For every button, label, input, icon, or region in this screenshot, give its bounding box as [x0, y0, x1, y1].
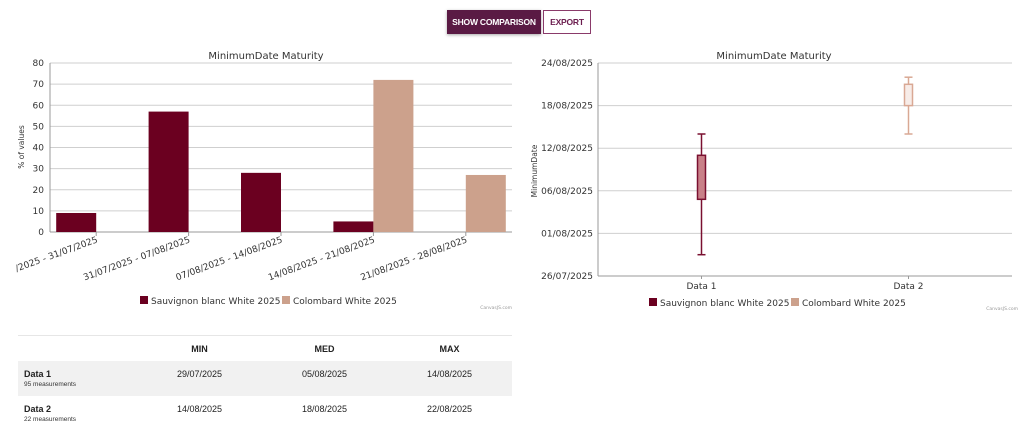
legend-label-series-1[interactable]: Sauvignon blanc White 2025 [660, 299, 789, 309]
y-tick-label: 20 [33, 186, 45, 196]
row-label: Data 2 22 measurements [18, 396, 137, 431]
legend-swatch-series-1 [140, 296, 148, 304]
boxplot-chart: MinimumDate Maturity MinimumDate 26/07/2… [520, 40, 1024, 320]
x-tick-label: Data 1 [686, 282, 716, 292]
table-header: MIN MED MAX [18, 335, 512, 361]
bar-series-1 [333, 221, 374, 232]
row-name: Data 1 [24, 369, 52, 379]
row-measurements: 22 measurements [24, 416, 77, 423]
y-tick-label: 70 [33, 80, 45, 90]
canvasjs-credit[interactable]: CanvasJS.com [986, 306, 1018, 312]
y-tick-label: 18/08/2025 [541, 102, 593, 112]
histogram-chart: MinimumDate Maturity % of values 0 10 20 30… [0, 40, 520, 320]
bar-series-2 [373, 79, 414, 233]
x-tick-label: 21/08/2025 - 28/08/2025 [359, 235, 468, 283]
bar-series-2 [465, 174, 506, 232]
y-tick-label: 30 [33, 165, 45, 175]
header-cell-min: MIN [191, 343, 208, 354]
cell-max: 22/08/2025 [426, 404, 473, 414]
bar-series-1 [148, 111, 189, 232]
export-button[interactable]: EXPORT [543, 10, 591, 34]
cell-min: 14/08/2025 [176, 404, 223, 414]
row-label: Data 1 95 measurements [18, 361, 137, 396]
y-tick-label: 50 [33, 122, 45, 132]
x-tick-label: Data 2 [893, 282, 923, 292]
legend-label-series-1[interactable]: Sauvignon blanc White 2025 [151, 297, 280, 307]
row-measurements: 95 measurements [24, 381, 77, 388]
cell-med: 05/08/2025 [301, 369, 348, 379]
cell-med: 18/08/2025 [301, 404, 348, 414]
y-tick-label: 0 [38, 228, 44, 238]
summary-table: MIN MED MAX Data 1 95 measurements 29/07… [18, 335, 512, 431]
x-tick-label: /2025 - 31/07/2025 [14, 235, 99, 274]
canvasjs-credit[interactable]: CanvasJS.com [480, 305, 512, 311]
row-name: Data 2 [24, 404, 52, 414]
y-tick-label: 01/08/2025 [541, 229, 593, 239]
legend-swatch-series-2 [791, 298, 799, 306]
legend-label-series-2[interactable]: Colombard White 2025 [802, 299, 906, 309]
y-tick-label: 10 [33, 207, 45, 217]
table-row: Data 1 95 measurements 29/07/2025 05/08/… [18, 361, 512, 396]
table-row: Data 2 22 measurements 14/08/2025 18/08/… [18, 396, 512, 431]
boxplot-2 [903, 76, 914, 135]
cell-min: 29/07/2025 [176, 369, 223, 379]
legend: Sauvignon blanc White 2025 Colombard Whi… [140, 296, 397, 307]
legend-swatch-series-1 [649, 298, 657, 306]
boxplot-1 [696, 133, 707, 256]
y-axis-label: % of values [17, 125, 26, 169]
box [696, 154, 707, 201]
chart-title: MinimumDate Maturity [716, 51, 831, 62]
y-tick-label: 06/08/2025 [541, 187, 593, 197]
y-tick-label: 40 [33, 144, 45, 154]
y-tick-label: 60 [33, 101, 45, 111]
bar-series-1 [56, 212, 97, 232]
y-axis-label: MinimumDate [530, 144, 539, 197]
y-tick-label: 26/07/2025 [541, 272, 593, 282]
show-comparison-button[interactable]: SHOW COMPARISON [447, 10, 541, 34]
y-tick-label: 80 [33, 59, 45, 69]
box [903, 83, 914, 107]
cell-max: 14/08/2025 [426, 369, 473, 379]
bar-series-1 [241, 172, 281, 232]
header-cell-med: MED [314, 343, 335, 354]
chart-title: MinimumDate Maturity [208, 51, 323, 62]
legend: Sauvignon blanc White 2025 Colombard Whi… [649, 298, 906, 309]
y-tick-label: 24/08/2025 [541, 59, 593, 69]
legend-label-series-2[interactable]: Colombard White 2025 [293, 297, 397, 307]
y-tick-label: 12/08/2025 [541, 144, 593, 154]
legend-swatch-series-2 [282, 296, 290, 304]
header-cell-max: MAX [439, 343, 460, 354]
